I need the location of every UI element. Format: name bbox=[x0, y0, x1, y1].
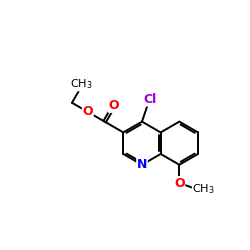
Text: N: N bbox=[137, 158, 147, 171]
Text: CH$_3$: CH$_3$ bbox=[70, 77, 92, 91]
Text: O: O bbox=[108, 99, 119, 112]
Text: O: O bbox=[82, 106, 93, 118]
Text: O: O bbox=[174, 176, 185, 190]
Text: Cl: Cl bbox=[144, 93, 157, 106]
Text: CH$_3$: CH$_3$ bbox=[192, 183, 215, 196]
